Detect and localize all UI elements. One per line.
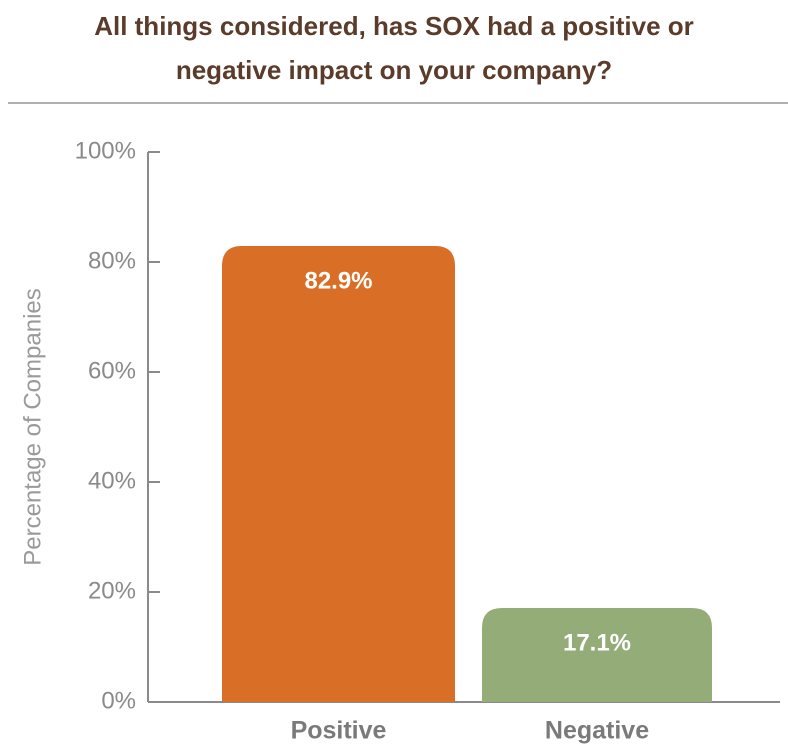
y-tick-label: 0% <box>101 687 136 714</box>
value-label: 82.9% <box>304 267 372 294</box>
x-tick-label: Positive <box>291 717 387 745</box>
y-tick-label: 80% <box>88 247 136 274</box>
chart-title: All things considered, has SOX had a pos… <box>94 11 694 85</box>
value-label: 17.1% <box>563 629 631 656</box>
y-tick-label: 20% <box>88 577 136 604</box>
bar <box>482 607 712 702</box>
x-tick-label: Negative <box>545 717 649 745</box>
y-tick-label: 100% <box>75 137 136 164</box>
y-tick-label: 40% <box>88 467 136 494</box>
y-axis-title: Percentage of Companies <box>19 288 46 566</box>
y-tick-label: 60% <box>88 357 136 384</box>
bar <box>222 246 455 703</box>
